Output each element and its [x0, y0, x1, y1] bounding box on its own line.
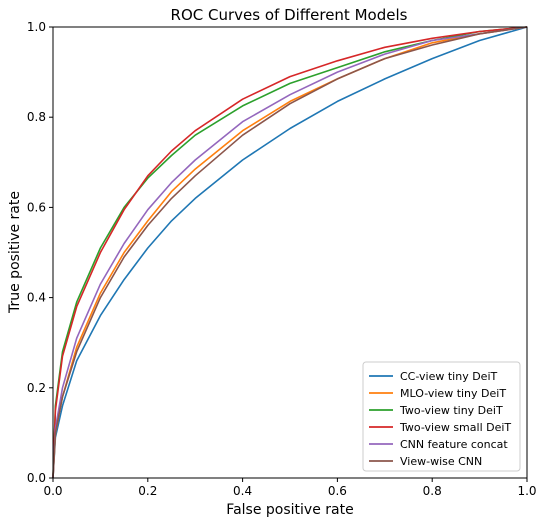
x-axis: 0.0 0.2 0.4 0.6 0.8 1.0: [43, 478, 537, 498]
legend-label: View-wise CNN: [400, 455, 482, 468]
x-tick-label: 0.6: [328, 484, 347, 498]
legend-label: MLO-view tiny DeiT: [400, 387, 506, 400]
series-line-2: [52, 26, 528, 479]
legend-items: CC-view tiny DeiT MLO-view tiny DeiT Two-v…: [369, 370, 511, 468]
series-line-0: [52, 26, 528, 479]
y-tick-label: 0.6: [27, 200, 46, 214]
x-tick-label: 0.8: [423, 484, 442, 498]
x-tick-label: 0.2: [138, 484, 157, 498]
x-tick-label: 1.0: [517, 484, 536, 498]
plot-area: [52, 26, 528, 479]
series-line-4: [52, 26, 528, 479]
y-tick-label: 0.4: [27, 291, 46, 305]
y-tick-label: 1.0: [27, 20, 46, 34]
series-line-5: [52, 26, 528, 479]
series-line-3: [52, 26, 528, 479]
y-axis-label: True positive rate: [7, 191, 23, 314]
plot-frame: [52, 26, 528, 479]
x-axis-label: False positive rate: [226, 502, 353, 518]
series-layer: [52, 26, 528, 479]
legend-label: CC-view tiny DeiT: [400, 370, 498, 383]
y-axis: 0.0 0.2 0.4 0.6 0.8 1.0: [27, 20, 53, 485]
y-tick-label: 0.8: [27, 110, 46, 124]
legend-label: CNN feature concat: [400, 438, 508, 451]
y-tick-label: 0.0: [27, 471, 46, 485]
x-tick-label: 0.4: [233, 484, 252, 498]
y-tick-label: 0.2: [27, 381, 46, 395]
legend: CC-view tiny DeiT MLO-view tiny DeiT Two-v…: [362, 361, 521, 472]
legend-box: [362, 361, 521, 472]
legend-label: Two-view small DeiT: [399, 421, 511, 434]
x-tick-label: 0.0: [43, 484, 62, 498]
legend-label: Two-view tiny DeiT: [399, 404, 503, 417]
chart-title: ROC Curves of Different Models: [171, 6, 408, 24]
